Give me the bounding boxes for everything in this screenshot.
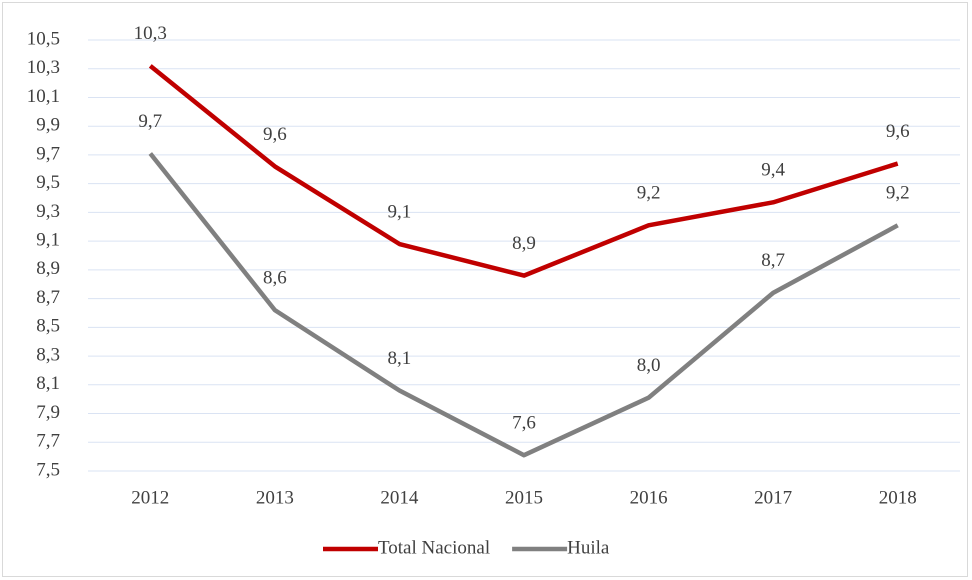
x-tick-label: 2016: [630, 487, 668, 508]
data-label: 7,6: [512, 413, 536, 434]
legend-label: Huila: [567, 537, 610, 558]
data-label: 9,6: [263, 124, 287, 145]
y-tick-label: 10,3: [27, 57, 60, 78]
data-label: 9,6: [886, 121, 910, 142]
data-label: 8,9: [512, 233, 536, 254]
y-tick-label: 9,7: [36, 143, 60, 164]
x-tick-label: 2015: [505, 487, 543, 508]
data-label: 8,6: [263, 267, 287, 288]
y-tick-label: 8,9: [36, 258, 60, 279]
y-tick-label: 9,1: [36, 229, 60, 250]
data-label: 9,7: [138, 111, 162, 132]
data-label: 9,4: [761, 160, 785, 181]
y-tick-label: 8,1: [36, 373, 60, 394]
data-label: 9,2: [886, 183, 910, 204]
x-tick-label: 2018: [879, 487, 917, 508]
y-tick-label: 8,7: [36, 287, 60, 308]
data-label: 8,7: [761, 250, 785, 271]
y-tick-label: 10,5: [27, 28, 60, 49]
y-tick-label: 7,7: [36, 431, 60, 452]
data-label: 9,2: [637, 183, 661, 204]
line-series: [148, 152, 899, 458]
y-tick-label: 7,9: [36, 402, 60, 423]
data-label: 10,3: [134, 23, 167, 44]
line-series: [148, 64, 899, 278]
y-tick-label: 9,5: [36, 172, 60, 193]
data-label: 9,1: [388, 201, 412, 222]
x-tick-label: 2017: [754, 487, 792, 508]
y-tick-label: 8,5: [36, 316, 60, 337]
y-tick-label: 9,3: [36, 201, 60, 222]
x-tick-label: 2013: [256, 487, 294, 508]
x-tick-label: 2012: [131, 487, 169, 508]
data-label: 8,1: [388, 348, 412, 369]
x-tick-label: 2014: [380, 487, 419, 508]
y-tick-label: 10,1: [27, 86, 60, 107]
legend-label: Total Nacional: [378, 537, 490, 558]
y-tick-label: 8,3: [36, 344, 60, 365]
y-tick-label: 9,9: [36, 115, 60, 136]
data-label: 8,0: [637, 355, 661, 376]
y-tick-label: 7,5: [36, 459, 60, 480]
